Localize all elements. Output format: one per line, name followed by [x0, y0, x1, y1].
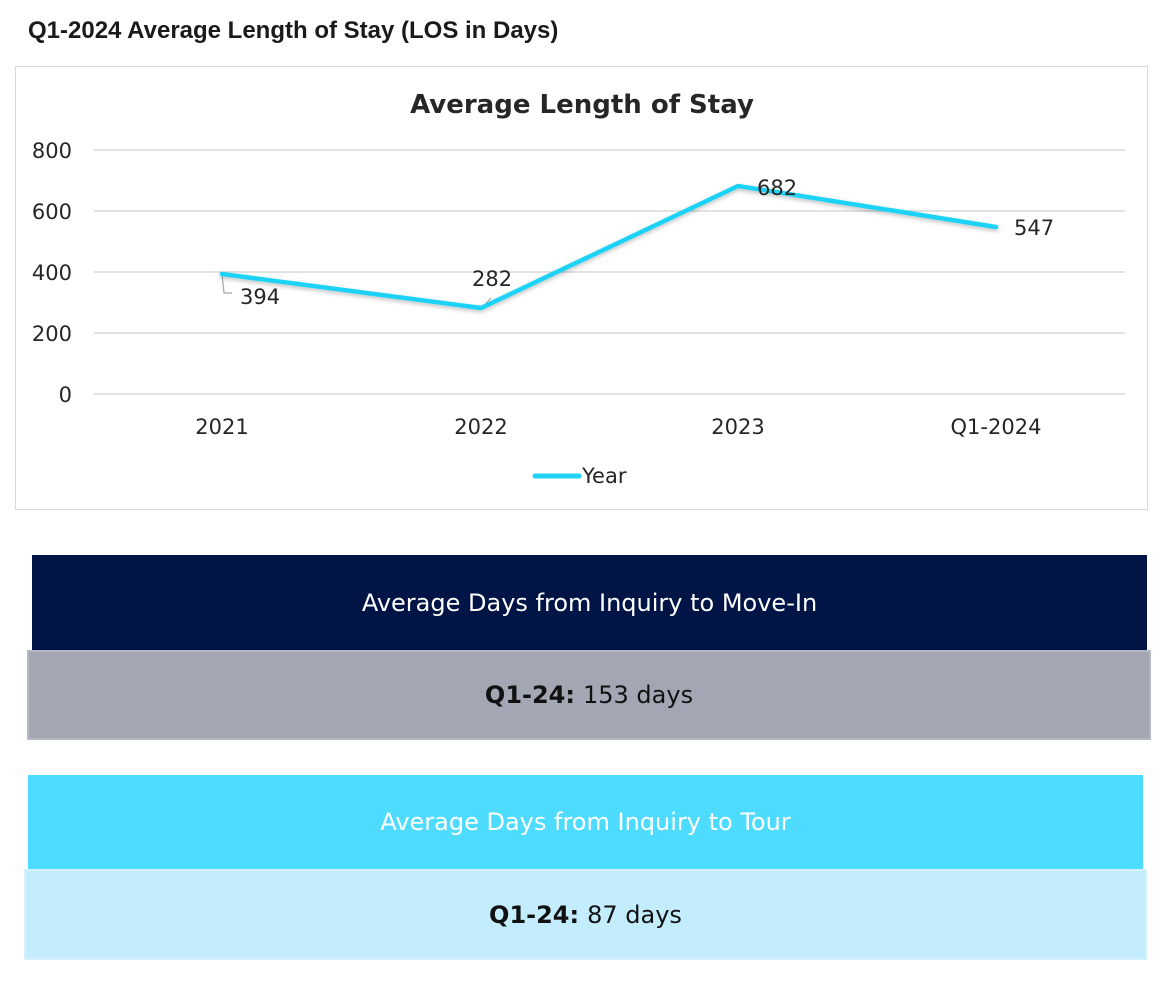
x-tick: 2022	[454, 415, 507, 439]
card-title: Average Days from Inquiry to Tour	[380, 808, 791, 836]
data-label: 394	[240, 285, 280, 309]
x-axis: 2021 2022 2023 Q1-2024	[195, 415, 1041, 439]
data-label: 682	[757, 176, 797, 200]
x-tick: Q1-2024	[951, 415, 1042, 439]
gridlines	[94, 149, 1125, 395]
inquiry-to-tour-value: Q1-24: 87 days	[24, 869, 1147, 960]
y-tick: 600	[32, 200, 72, 224]
legend-label: Year	[581, 464, 627, 488]
y-tick: 0	[59, 383, 72, 407]
data-label: 547	[1014, 216, 1054, 240]
inquiry-to-move-in-value: Q1-24: 153 days	[27, 650, 1151, 740]
days-value: 87 days	[587, 900, 682, 929]
x-tick: 2023	[711, 415, 764, 439]
y-tick: 200	[32, 322, 72, 346]
line-chart: Average Length of Stay 800 600 400 200 0…	[15, 66, 1148, 510]
inquiry-to-move-in-header: Average Days from Inquiry to Move-In	[32, 555, 1147, 650]
data-label: 282	[472, 267, 512, 291]
inquiry-to-tour-header: Average Days from Inquiry to Tour	[28, 775, 1143, 869]
legend: Year	[532, 464, 627, 488]
y-axis: 800 600 400 200 0	[32, 139, 72, 407]
period-label: Q1-24:	[484, 681, 575, 709]
y-tick: 400	[32, 261, 72, 285]
chart-canvas: Average Length of Stay 800 600 400 200 0…	[32, 90, 1125, 488]
page-title: Q1-2024 Average Length of Stay (LOS in D…	[28, 17, 559, 44]
x-tick: 2021	[195, 415, 248, 439]
period-label: Q1-24:	[489, 900, 580, 929]
card-title: Average Days from Inquiry to Move-In	[361, 588, 818, 617]
y-tick: 800	[32, 139, 72, 163]
series-line-year	[219, 183, 999, 311]
days-value: 153 days	[582, 681, 694, 709]
data-labels: 394 282 682 547	[240, 176, 1054, 309]
chart-title: Average Length of Stay	[410, 90, 754, 120]
